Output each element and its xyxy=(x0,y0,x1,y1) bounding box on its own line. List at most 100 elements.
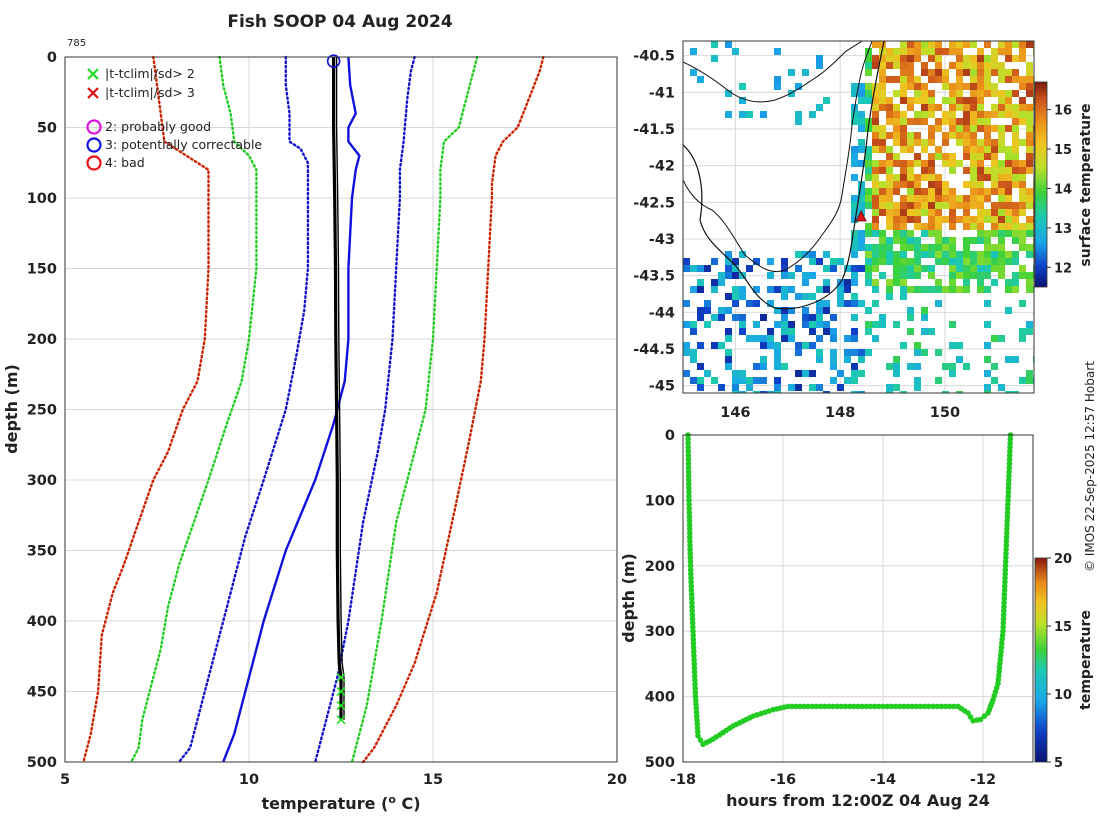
depth-time-point xyxy=(901,703,907,710)
sst-cell xyxy=(949,111,956,118)
profile-xlabel: temperature (o C) xyxy=(261,793,420,814)
sst-cell xyxy=(858,125,865,132)
sst-cell xyxy=(907,209,914,216)
sst-cell xyxy=(949,90,956,97)
sst-cell xyxy=(900,111,907,118)
chart-title: Fish SOOP 04 Aug 2024 xyxy=(227,12,453,32)
map-ytick-label: -42 xyxy=(649,159,675,175)
depth-time-point xyxy=(999,640,1005,647)
sst-cell xyxy=(809,111,816,118)
map-ytick-label: -43.5 xyxy=(633,269,675,285)
sst-cell xyxy=(984,321,991,328)
sst-cell xyxy=(984,111,991,118)
sst-cell xyxy=(970,265,977,272)
sst-cell xyxy=(977,230,984,237)
sst-cell xyxy=(697,363,704,370)
sst-cell xyxy=(956,139,963,146)
sst-cell xyxy=(704,300,711,307)
sst-cell xyxy=(795,370,802,377)
sst-cell xyxy=(956,104,963,111)
sst-cell xyxy=(872,335,879,342)
sst-cell xyxy=(956,286,963,293)
sst-cell xyxy=(1026,167,1033,174)
sst-cell xyxy=(711,55,718,62)
depth-time-point xyxy=(1000,624,1006,630)
sst-cell xyxy=(1005,146,1012,153)
map-ytick-label: -45 xyxy=(649,379,675,395)
sst-cell xyxy=(753,377,760,384)
sst-cell xyxy=(732,314,739,321)
sst-cell xyxy=(865,251,872,258)
sst-cell xyxy=(851,251,858,258)
sst-cell xyxy=(879,251,886,258)
sst-cell xyxy=(928,76,935,83)
sst-cell xyxy=(1026,202,1033,209)
sst-cell xyxy=(816,335,823,342)
profile-line-clim-1sd xyxy=(314,55,416,764)
sst-cell xyxy=(753,363,760,370)
depth-time-point xyxy=(687,554,694,561)
sst-cell xyxy=(977,167,984,174)
sst-cell xyxy=(725,363,732,370)
depth-time-point xyxy=(793,703,799,710)
sst-cell xyxy=(879,258,886,265)
sst-cell xyxy=(977,153,984,160)
profile-series xyxy=(82,54,545,764)
depth-time-point xyxy=(687,542,693,549)
depth-time-point xyxy=(1006,469,1012,475)
sst-cell xyxy=(900,146,907,153)
sst-cell xyxy=(816,258,823,265)
flag-cross xyxy=(336,715,346,725)
sst-cell xyxy=(921,83,928,90)
sst-cell xyxy=(725,307,732,314)
profile-id: 785 xyxy=(67,38,86,49)
depth-time-point xyxy=(685,473,692,479)
sst-cell xyxy=(1026,139,1033,146)
sst-cell xyxy=(1012,391,1019,393)
profile-ytick-label: 350 xyxy=(27,544,57,560)
depth-time-point xyxy=(693,701,699,708)
sst-cell xyxy=(851,160,858,167)
sst-cell xyxy=(984,342,991,349)
sst-cell xyxy=(963,104,970,111)
profile-line-clim-3sd xyxy=(361,55,545,764)
sst-cell xyxy=(914,244,921,251)
sst-cell xyxy=(823,279,830,286)
map-xtick-label: 148 xyxy=(825,405,855,421)
sst-cell xyxy=(949,97,956,104)
depth-time-point xyxy=(785,703,791,710)
depth-time-point xyxy=(697,737,704,743)
depth-time-point xyxy=(926,703,932,710)
sst-cell xyxy=(1005,181,1012,188)
sst-cell xyxy=(1005,216,1012,223)
profile-line-observed-trace xyxy=(335,57,345,720)
sst-cell xyxy=(746,111,753,118)
sst-cell xyxy=(879,83,886,90)
sst-cell xyxy=(963,286,970,293)
sst-cell xyxy=(998,230,1005,237)
sst-cell xyxy=(732,391,739,393)
sst-cell xyxy=(970,118,977,125)
sst-cell xyxy=(886,279,893,286)
sst-cell xyxy=(984,188,991,195)
sst-cell xyxy=(879,48,886,55)
sst-cell xyxy=(886,181,893,188)
sst-cell xyxy=(851,265,858,272)
sst-cell xyxy=(725,90,732,97)
sst-cell xyxy=(970,146,977,153)
sst-cell xyxy=(935,62,942,69)
sst-cell xyxy=(921,41,928,48)
sst-cell xyxy=(893,153,900,160)
sst-cell xyxy=(956,272,963,279)
sst-cell xyxy=(907,230,914,237)
sst-cell xyxy=(998,160,1005,167)
sst-cell xyxy=(774,377,781,384)
sst-cell xyxy=(893,118,900,125)
sst-cell xyxy=(802,293,809,300)
sst-cell xyxy=(991,202,998,209)
sst-cell xyxy=(921,209,928,216)
depth-time-point xyxy=(830,703,836,710)
sst-cell xyxy=(991,125,998,132)
flag-cross xyxy=(336,672,346,682)
sst-cell xyxy=(837,370,844,377)
